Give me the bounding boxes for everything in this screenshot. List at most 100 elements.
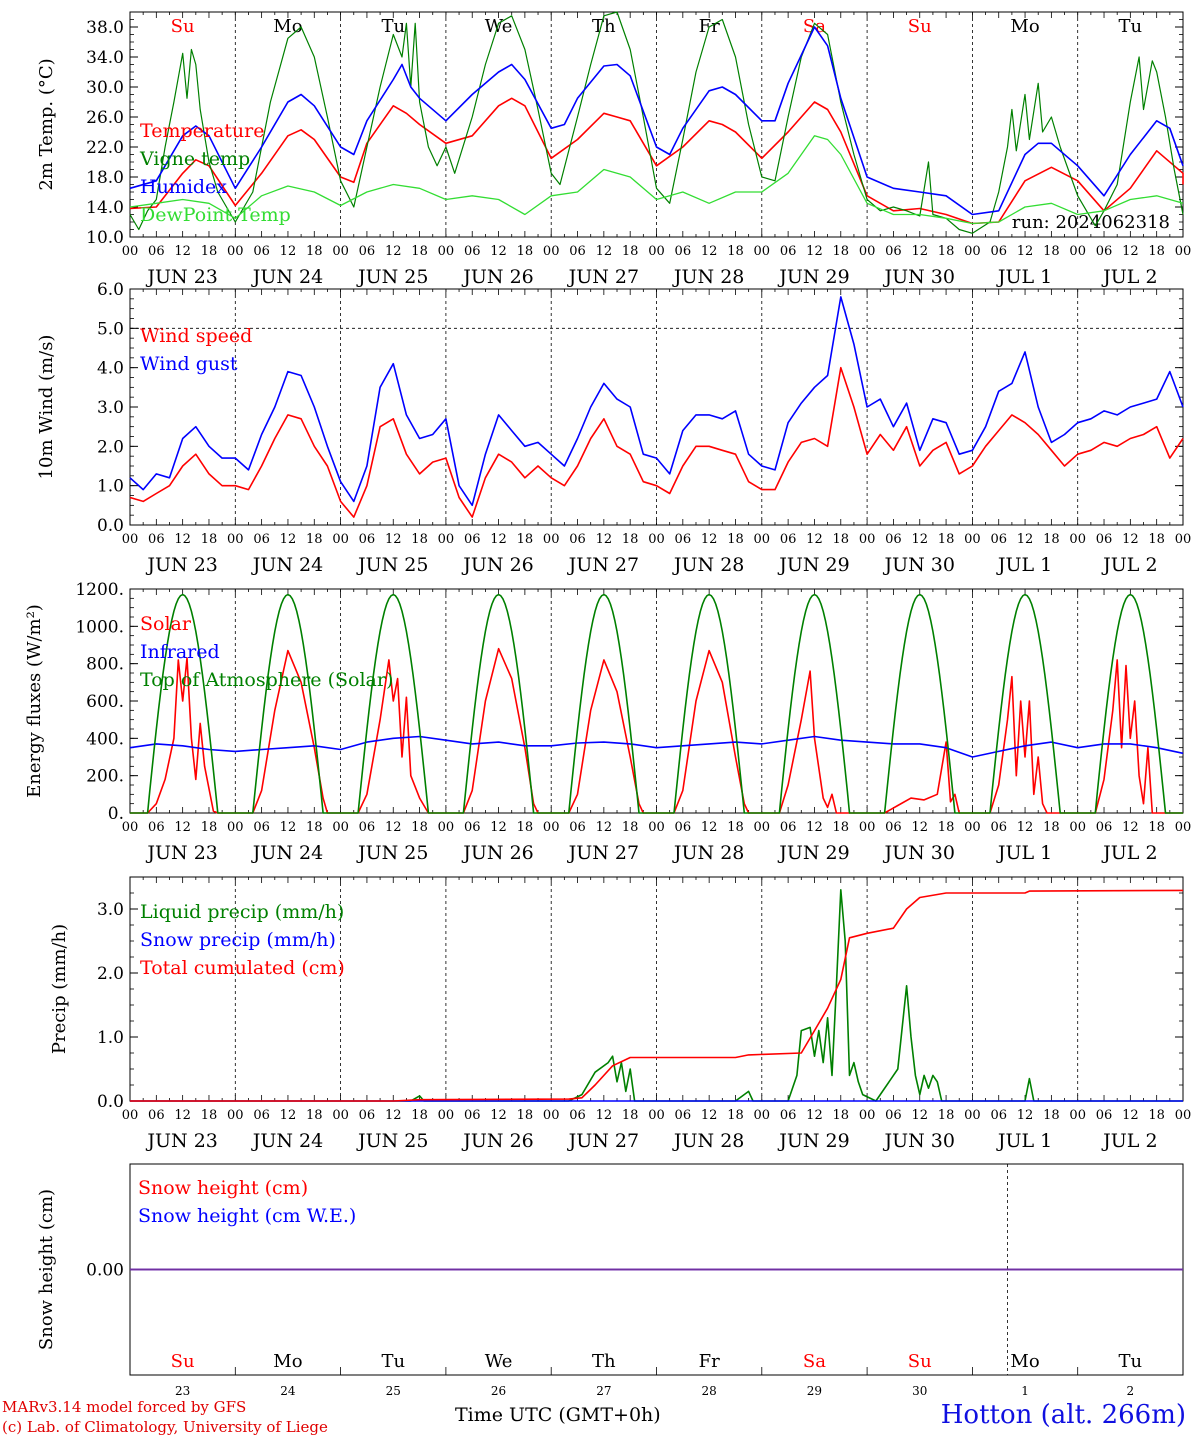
- hour-tick-label: 18: [727, 244, 744, 259]
- date-label: JUN 23: [145, 1130, 217, 1152]
- hour-tick-label: 00: [122, 1108, 139, 1123]
- hour-tick-label: 06: [253, 1108, 270, 1123]
- run-label: run: 2024062318: [1012, 212, 1170, 233]
- weekday-label: Su: [171, 16, 195, 37]
- weekday-label: Su: [908, 1351, 932, 1372]
- weekday-label: Mo: [1010, 16, 1039, 37]
- series-line: [130, 593, 1183, 814]
- date-label: JUN 23: [145, 554, 217, 576]
- date-label: JUN 26: [461, 266, 533, 288]
- hour-tick-label: 18: [201, 532, 218, 547]
- hour-tick-label: 18: [938, 532, 955, 547]
- hour-tick-label: 06: [780, 1108, 797, 1123]
- hour-tick-label: 12: [701, 820, 718, 835]
- date-label: JUN 27: [567, 1130, 639, 1152]
- legend-entry: Vigne temp: [139, 148, 250, 170]
- y-tick-label: 18.0: [86, 168, 124, 188]
- hour-tick-label: 00: [1069, 1108, 1086, 1123]
- copyright-credit: (c) Lab. of Climatology, University of L…: [2, 1418, 328, 1436]
- date-label: JUN 28: [672, 842, 744, 864]
- hour-tick-label: 06: [359, 1108, 376, 1123]
- date-label: JUN 23: [145, 842, 217, 864]
- hour-tick-label: 00: [122, 244, 139, 259]
- hour-tick-label: 12: [701, 1108, 718, 1123]
- hour-tick-label: 00: [648, 1108, 665, 1123]
- hour-tick-label: 12: [701, 244, 718, 259]
- hour-tick-label: 00: [438, 532, 455, 547]
- hour-tick-label: 12: [490, 1108, 507, 1123]
- date-label: JUN 25: [356, 554, 428, 576]
- date-label: JUN 28: [672, 1130, 744, 1152]
- weekday-label: We: [485, 16, 513, 37]
- date-label: JUL 2: [1101, 842, 1157, 864]
- hour-tick-label: 12: [385, 1108, 402, 1123]
- hour-tick-label: 06: [1096, 1108, 1113, 1123]
- hour-tick-label: 00: [543, 532, 560, 547]
- hour-tick-label: 12: [1122, 532, 1139, 547]
- weekday-label: Mo: [1010, 1351, 1039, 1372]
- hour-tick-label: 12: [1122, 244, 1139, 259]
- hour-tick-label: 06: [990, 244, 1007, 259]
- hour-tick-label: 18: [411, 820, 428, 835]
- hour-tick-label: 06: [1096, 532, 1113, 547]
- date-label: JUN 29: [777, 266, 849, 288]
- hour-tick-label: 12: [280, 1108, 297, 1123]
- hour-tick-label: 12: [174, 820, 191, 835]
- hour-tick-label: 06: [885, 820, 902, 835]
- weekday-label: Tu: [381, 1351, 405, 1372]
- hour-tick-label: 06: [359, 820, 376, 835]
- date-label: JUN 26: [461, 1130, 533, 1152]
- panel-4: 00 06 12 18 JUN 23 00 06 12 18 JUN 24 00 06 12 18 JUN …: [49, 876, 1191, 1152]
- hour-tick-label: 06: [148, 820, 165, 835]
- day-number-label: 30: [912, 1384, 927, 1398]
- hour-tick-label: 18: [833, 1108, 850, 1123]
- hour-tick-label: 18: [622, 1108, 639, 1123]
- hour-tick-label: 18: [517, 244, 534, 259]
- weekday-label: Fr: [699, 1351, 720, 1372]
- hour-tick-label: 12: [490, 532, 507, 547]
- time-axis-label: Time UTC (GMT+0h): [455, 1404, 661, 1426]
- series-line: [129, 296, 1184, 507]
- hour-tick-label: 06: [1096, 820, 1113, 835]
- hour-tick-label: 00: [859, 1108, 876, 1123]
- hour-tick-label: 06: [569, 1108, 586, 1123]
- hour-tick-label: 00: [1069, 820, 1086, 835]
- date-label: JUL 2: [1101, 554, 1157, 576]
- hour-tick-label: 06: [990, 820, 1007, 835]
- hour-tick-label: 18: [1043, 820, 1060, 835]
- weekday-label: We: [485, 1351, 513, 1372]
- hour-tick-label: 06: [569, 244, 586, 259]
- weekday-label: Tu: [1119, 16, 1143, 37]
- date-label: JUN 28: [672, 266, 744, 288]
- hour-tick-label: 18: [938, 820, 955, 835]
- y-tick-label: 0.0: [97, 1092, 124, 1112]
- hour-tick-label: 06: [780, 532, 797, 547]
- date-label: JUL 1: [996, 1130, 1052, 1152]
- hour-tick-label: 00: [859, 820, 876, 835]
- weekday-label: Mo: [273, 1351, 302, 1372]
- hour-tick-label: 12: [596, 244, 613, 259]
- hour-tick-label: 18: [517, 820, 534, 835]
- hour-tick-label: 12: [596, 820, 613, 835]
- legend-entry: Snow precip (mm/h): [140, 929, 336, 951]
- hour-tick-label: 18: [938, 1108, 955, 1123]
- hour-tick-label: 12: [490, 244, 507, 259]
- hour-tick-label: 00: [964, 820, 981, 835]
- hour-tick-label: 18: [306, 532, 323, 547]
- date-label: JUN 30: [883, 554, 955, 576]
- y-tick-label: 800.: [86, 655, 124, 675]
- hour-tick-label: 00: [648, 532, 665, 547]
- y-tick-label: 600.: [86, 692, 124, 712]
- legend-entry: Humidex: [140, 176, 227, 198]
- hour-tick-label: 18: [833, 820, 850, 835]
- hour-tick-label: 00: [122, 532, 139, 547]
- y-axis-label: 10m Wind (m/s): [36, 335, 57, 480]
- date-label: JUL 1: [996, 266, 1052, 288]
- hour-tick-label: 12: [1017, 532, 1034, 547]
- y-tick-label: 10.0: [86, 228, 124, 248]
- y-tick-label: 26.0: [86, 108, 124, 128]
- weekday-label: Th: [592, 1351, 616, 1372]
- hour-tick-label: 18: [727, 532, 744, 547]
- hour-tick-label: 00: [1175, 244, 1192, 259]
- weekday-label: Su: [171, 1351, 195, 1372]
